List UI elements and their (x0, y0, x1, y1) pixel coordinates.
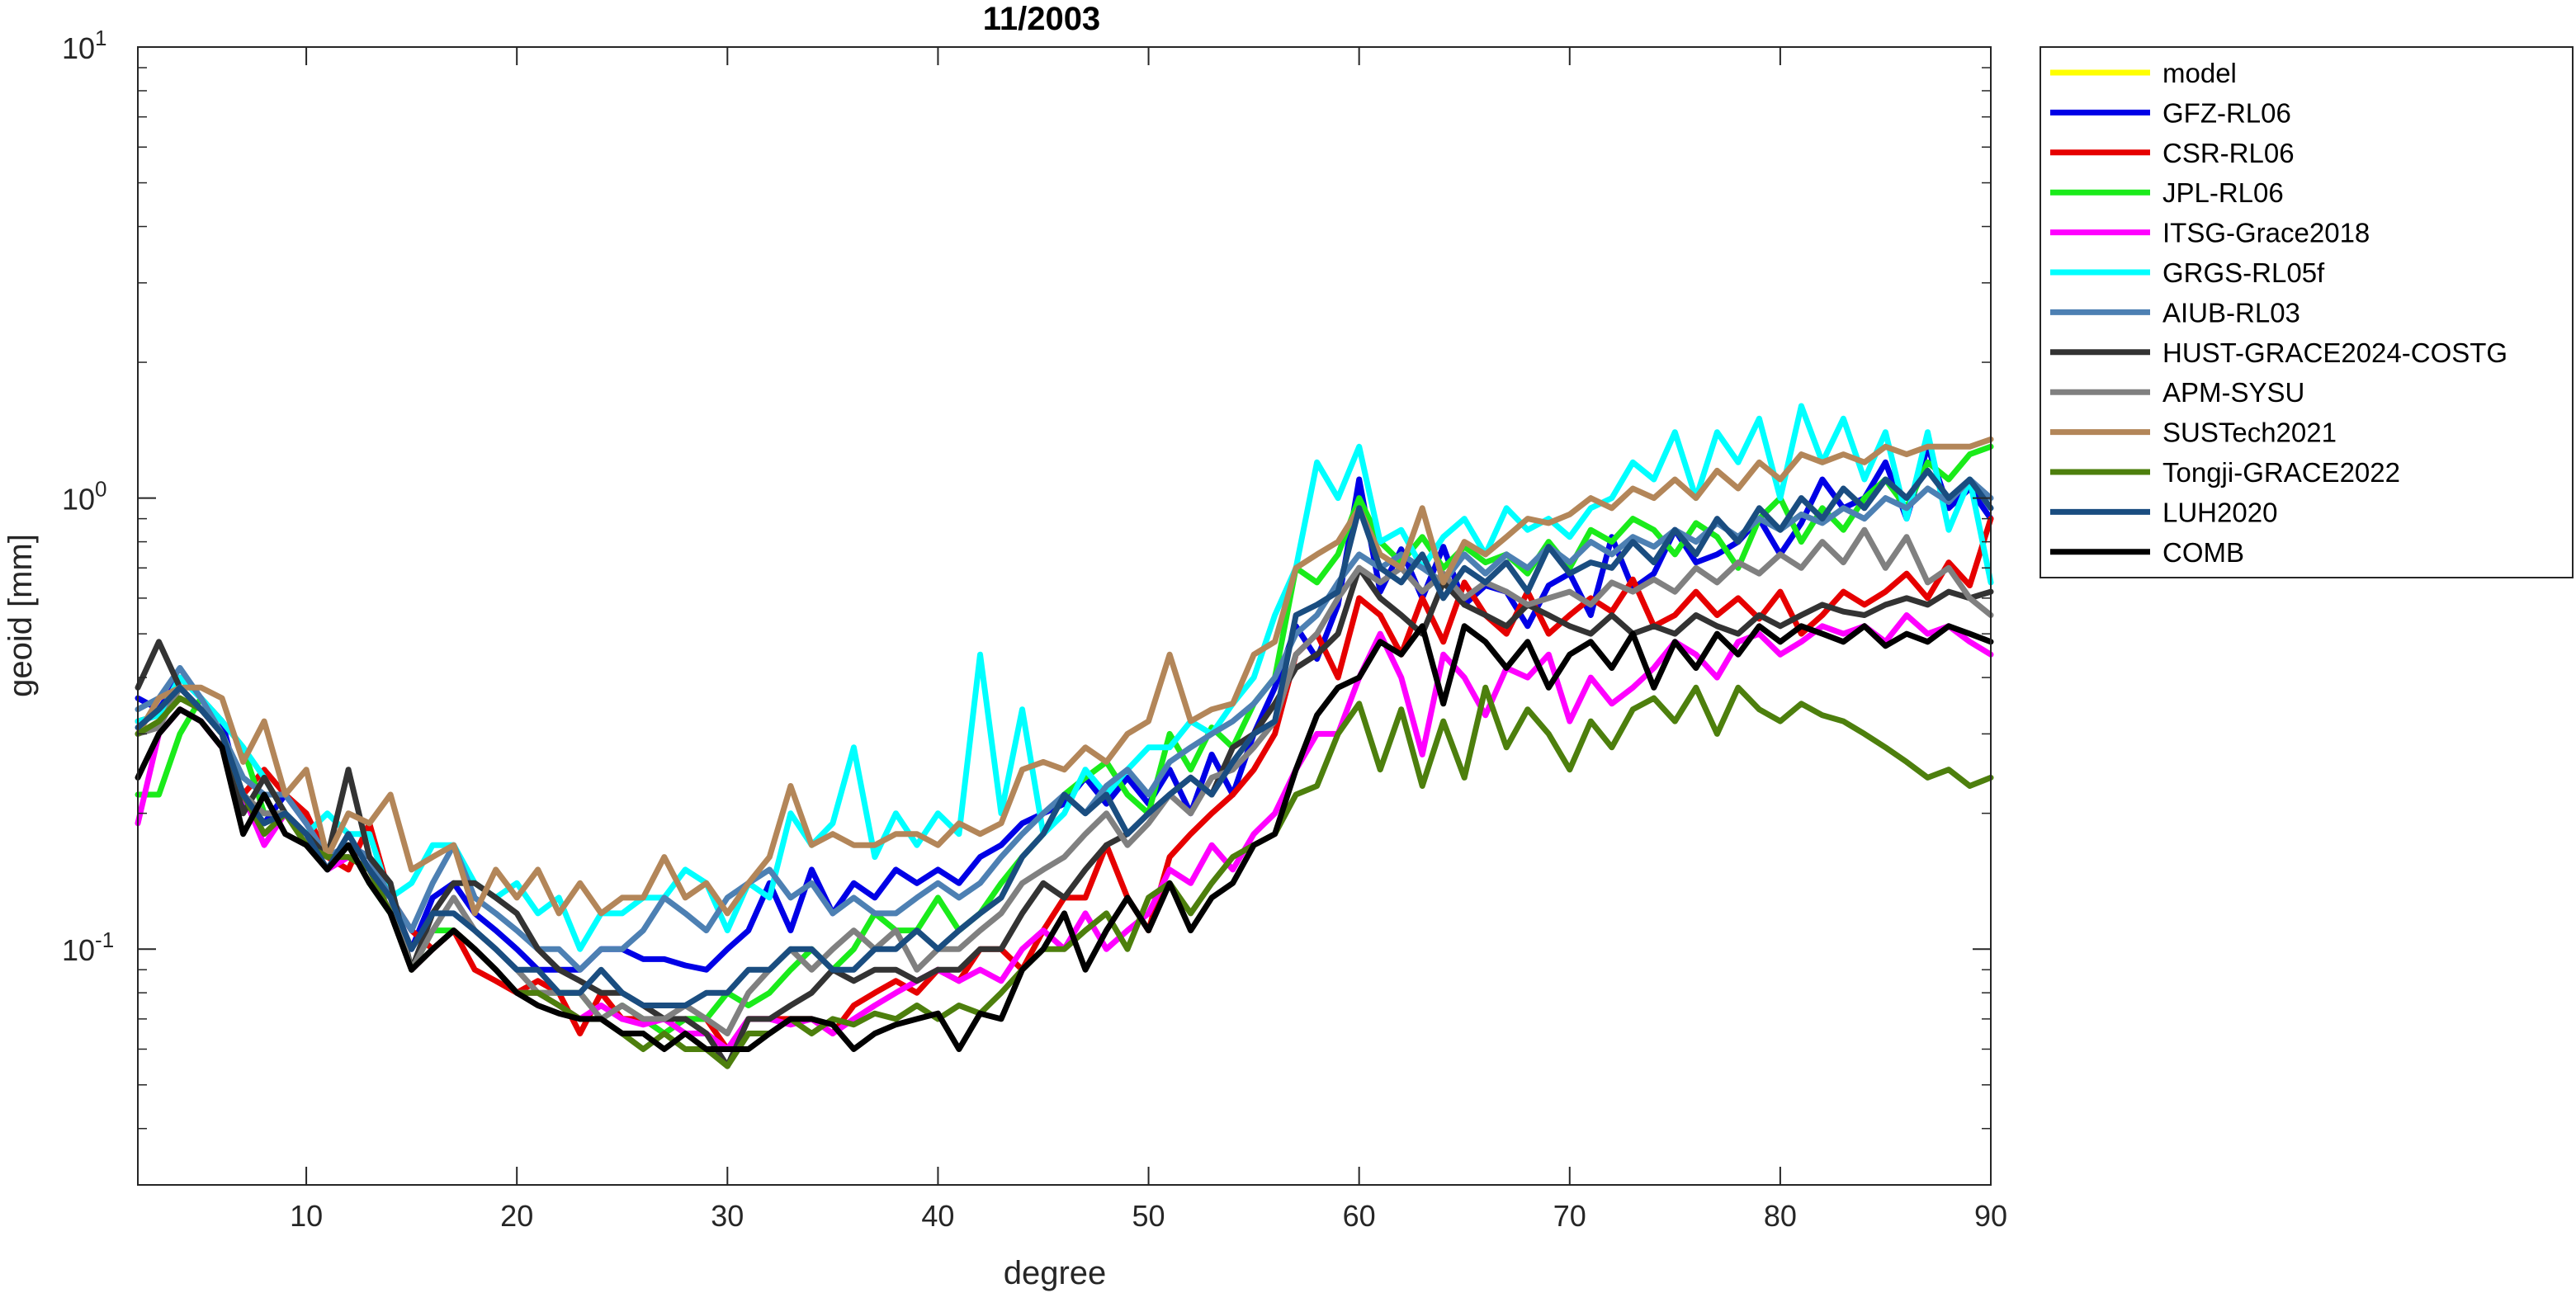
x-tick-label: 80 (1764, 1199, 1797, 1233)
series-line-sustech2021 (135, 436, 1994, 917)
legend-label-tongji-grace2022: Tongji-GRACE2022 (2162, 457, 2400, 488)
plot-background (138, 47, 1991, 1185)
legend-label-aiub-rl03: AIUB-RL03 (2162, 297, 2300, 328)
series-line-hust-grace2024-costg (135, 564, 1994, 1069)
x-tick-label: 70 (1553, 1199, 1586, 1233)
series-layer (135, 403, 1994, 1069)
legend-label-model: model (2162, 58, 2237, 88)
legend: model GFZ-RL06 CSR-RL06 JPL-RL06 ITSG-Grace2… (2040, 46, 2574, 578)
y-axis: 10-1 100 101 (62, 26, 1991, 1186)
series-line-luh2020 (135, 467, 1994, 1008)
legend-label-grgs-rl05f: GRGS-RL05f (2162, 257, 2325, 288)
chart-title: 11/2003 (983, 1, 1100, 37)
legend-label-apm-sysu: APM-SYSU (2162, 377, 2304, 408)
x-tick-label: 50 (1132, 1199, 1165, 1233)
x-tick-label: 40 (921, 1199, 954, 1233)
legend-label-itsg-grace2018: ITSG-Grace2018 (2162, 218, 2370, 248)
legend-label-sustech2021: SUSTech2021 (2162, 418, 2337, 448)
y-tick-label: 100 (62, 477, 107, 517)
x-tick-label: 60 (1343, 1199, 1376, 1233)
y-axis-title: geoid [mm] (2, 534, 39, 697)
x-axis: 10 20 30 40 50 60 70 80 90 (290, 47, 2007, 1233)
legend-label-hust-grace2024-costg: HUST-GRACE2024-COSTG (2162, 337, 2507, 368)
legend-label-csr-rl06: CSR-RL06 (2162, 138, 2295, 168)
legend-label-luh2020: LUH2020 (2162, 497, 2277, 527)
series-line-apm-sysu (135, 526, 1994, 1036)
legend-items: model GFZ-RL06 CSR-RL06 JPL-RL06 ITSG-Grace2… (2050, 58, 2507, 568)
plot-area (135, 46, 1994, 1186)
legend-label-comb: COMB (2162, 537, 2244, 568)
plot-frame (137, 46, 1992, 1186)
series-line-comb (135, 623, 1994, 1052)
series-line-grgs-rl05f (135, 403, 1994, 952)
x-tick-label: 30 (711, 1199, 744, 1233)
legend-label-gfz-rl06: GFZ-RL06 (2162, 97, 2291, 128)
legend-label-jpl-rl06: JPL-RL06 (2162, 177, 2284, 208)
y-tick-label: 101 (62, 26, 107, 65)
y-tick-label: 10-1 (62, 927, 114, 967)
x-tick-label: 10 (290, 1199, 323, 1233)
x-tick-label: 20 (500, 1199, 533, 1233)
x-axis-title: degree (1004, 1255, 1107, 1291)
x-tick-label: 90 (1974, 1199, 2007, 1233)
